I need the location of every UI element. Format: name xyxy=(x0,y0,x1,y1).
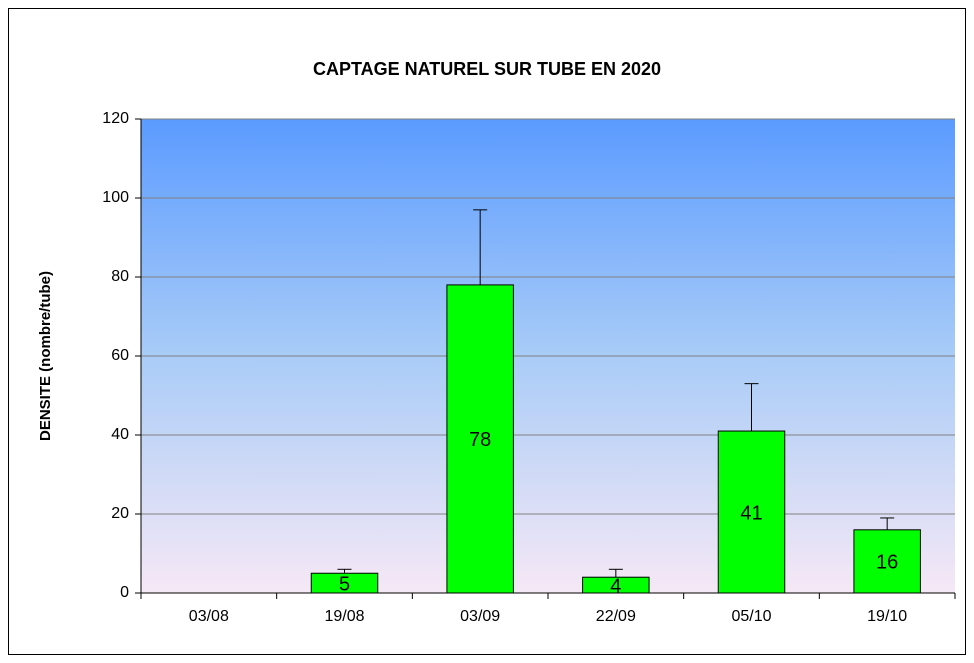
y-tick-label: 20 xyxy=(111,505,129,522)
x-tick-label: 19/10 xyxy=(867,608,907,625)
data-label: 16 xyxy=(876,552,898,574)
bar xyxy=(853,529,921,594)
bar xyxy=(446,284,514,594)
x-tick-label: 03/08 xyxy=(189,608,229,625)
y-tick-label: 80 xyxy=(111,268,129,285)
data-label: 5 xyxy=(339,573,350,595)
y-axis-label: DENSITE (nombre/tube) xyxy=(37,271,54,441)
y-tick-label: 40 xyxy=(111,426,129,443)
data-label: 78 xyxy=(469,429,491,451)
y-tick-label: 60 xyxy=(111,347,129,364)
x-tick-label: 03/09 xyxy=(460,608,500,625)
x-tick-label: 19/08 xyxy=(324,608,364,625)
y-tick-label: 100 xyxy=(102,189,129,206)
x-tick-label: 05/10 xyxy=(731,608,771,625)
x-tick-label: 22/09 xyxy=(596,608,636,625)
y-tick-label: 120 xyxy=(102,110,129,127)
data-label: 41 xyxy=(740,502,762,524)
chart-title: CAPTAGE NATUREL SUR TUBE EN 2020 xyxy=(313,59,661,79)
data-label: 4 xyxy=(610,575,621,597)
y-tick-label: 0 xyxy=(120,584,129,601)
